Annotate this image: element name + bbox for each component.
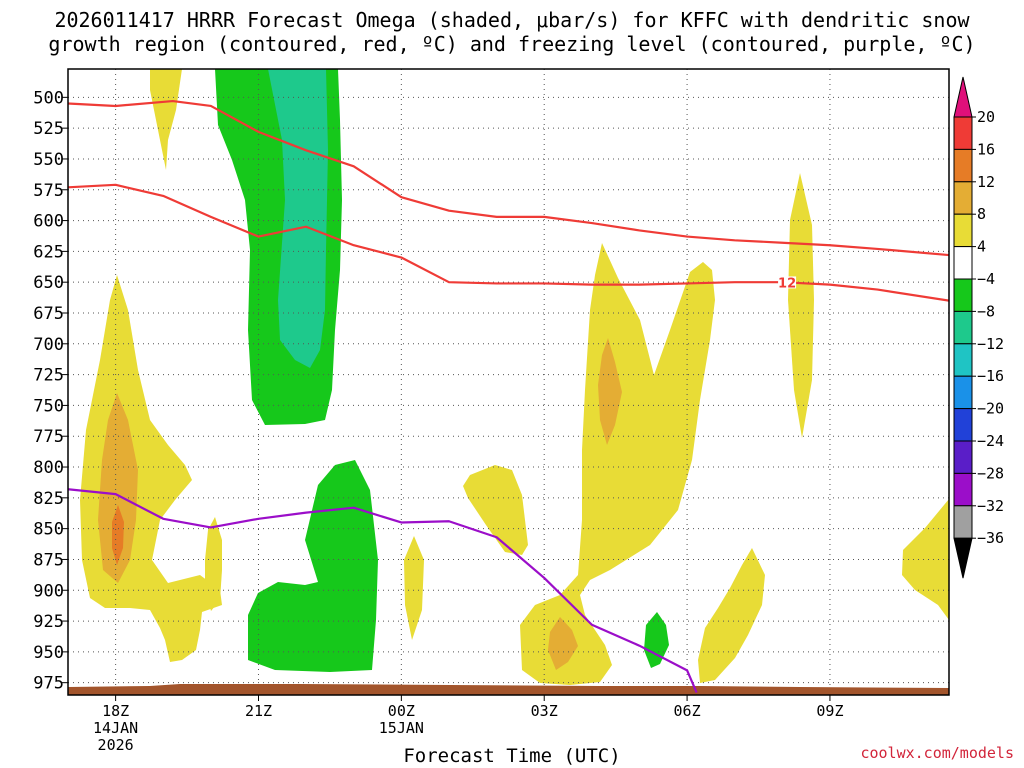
y-tick-800: 800 — [33, 458, 64, 478]
colorbar-label-7: −12 — [977, 335, 1004, 353]
watermark-link[interactable]: coolwx.com/models — [860, 744, 1014, 762]
y-tick-625: 625 — [33, 242, 64, 262]
colorbar-bin-4 — [953, 246, 973, 280]
omega-region-green-2 — [248, 460, 378, 672]
terrain-ground — [68, 684, 949, 695]
omega-region-yellow-8 — [788, 173, 814, 438]
colorbar-bin-5 — [953, 278, 973, 312]
colorbar-label-11: −28 — [977, 464, 1004, 482]
y-tick-525: 525 — [33, 119, 64, 139]
omega-colorbar: 20 16 12 8 4 −4 −8 −12 −16 −20 −24 −28 −32 −36 — [953, 76, 1004, 579]
colorbar-label-3: 8 — [977, 205, 986, 223]
y-tick-925: 925 — [33, 612, 64, 632]
y-tick-775: 775 — [33, 427, 64, 447]
colorbar-bin-8 — [953, 375, 973, 410]
y-tick-650: 650 — [33, 273, 64, 293]
colorbar-label-4: 4 — [977, 238, 986, 256]
colorbar-bin-1 — [953, 148, 973, 183]
colorbar-label-12: −32 — [977, 497, 1004, 515]
omega-region-orange-1 — [112, 505, 124, 565]
plot-frame — [67, 68, 950, 696]
colorbar-bin-10 — [953, 440, 973, 474]
colorbar-label-1: 16 — [977, 140, 995, 158]
colorbar-bin-6 — [953, 310, 973, 345]
contour-label-12: 12 — [778, 276, 796, 291]
colorbar-label-6: −8 — [977, 302, 995, 320]
colorbar-bin-2 — [953, 181, 973, 215]
x-tick-label-9-0: 03Z — [531, 702, 558, 720]
omega-region-green-3 — [644, 612, 669, 668]
x-tick-label-15-0: 09Z — [816, 702, 843, 720]
omega-region-yellow-7 — [698, 548, 765, 683]
y-tick-600: 600 — [33, 212, 64, 232]
x-tick-label-12-0: 06Z — [674, 702, 701, 720]
y-tick-875: 875 — [33, 550, 64, 570]
colorbar-label-8: −16 — [977, 367, 1004, 385]
colorbar-bin-11 — [953, 472, 973, 507]
colorbar-bottom-arrow — [953, 537, 973, 579]
omega-shading-layer — [80, 69, 949, 685]
colorbar-top-arrow — [953, 76, 973, 118]
omega-region-yellow-9 — [902, 499, 949, 620]
contour-label-background — [778, 276, 797, 289]
x-tick-label-0-1: 14JAN — [93, 719, 138, 737]
y-tick-725: 725 — [33, 366, 64, 386]
colorbar-bin-12 — [953, 505, 973, 539]
colorbar-label-5: −4 — [977, 270, 995, 288]
colorbar-label-0: 20 — [977, 108, 995, 126]
colorbar-label-9: −20 — [977, 400, 1004, 418]
y-tick-550: 550 — [33, 150, 64, 170]
colorbar-bin-9 — [953, 408, 973, 442]
x-tick-label-6-0: 00Z — [388, 702, 415, 720]
chart-title-line-1: 2026011417 HRRR Forecast Omega (shaded, … — [54, 8, 970, 32]
ground-fill — [68, 684, 949, 695]
x-tick-label-3-0: 21Z — [245, 702, 272, 720]
x-tick-label-0-0: 18Z — [102, 702, 129, 720]
y-axis-ticks: 500 525 550 575 600 625 650 675 700 725 750 775 800 8… — [33, 88, 68, 694]
y-tick-575: 575 — [33, 181, 64, 201]
omega-region-gold-3 — [548, 617, 578, 670]
x-tick-label-6-1: 15JAN — [379, 719, 424, 737]
y-tick-825: 825 — [33, 489, 64, 509]
omega-region-gold-2 — [598, 338, 622, 445]
omega-region-yellow-1 — [150, 69, 182, 170]
colorbar-label-13: −36 — [977, 529, 1004, 547]
y-tick-900: 900 — [33, 581, 64, 601]
omega-region-yellow-6 — [520, 243, 715, 685]
omega-region-yellow-5 — [463, 465, 528, 555]
y-tick-675: 675 — [33, 304, 64, 324]
colorbar-label-10: −24 — [977, 432, 1004, 450]
y-tick-975: 975 — [33, 674, 64, 694]
colorbar-bin-7 — [953, 343, 973, 377]
colorbar-bin-3 — [953, 213, 973, 248]
y-tick-850: 850 — [33, 520, 64, 540]
colorbar-bin-0 — [953, 116, 973, 150]
x-axis-label: Forecast Time (UTC) — [403, 745, 621, 767]
y-tick-700: 700 — [33, 335, 64, 355]
x-tick-label-0-2: 2026 — [98, 736, 134, 754]
chart-title-line-2: growth region (contoured, red, ºC) and f… — [48, 32, 976, 56]
omega-region-teal-1 — [268, 69, 328, 368]
colorbar-label-2: 12 — [977, 173, 995, 191]
contour-line-2 — [68, 488, 698, 693]
y-tick-750: 750 — [33, 396, 64, 416]
grid-layer — [68, 69, 949, 695]
omega-region-gold-1 — [98, 393, 138, 583]
omega-region-yellow-3 — [205, 517, 222, 611]
y-tick-500: 500 — [33, 88, 64, 108]
omega-region-yellow-4 — [404, 536, 424, 640]
contour-line-0 — [68, 99, 949, 257]
y-tick-950: 950 — [33, 643, 64, 663]
